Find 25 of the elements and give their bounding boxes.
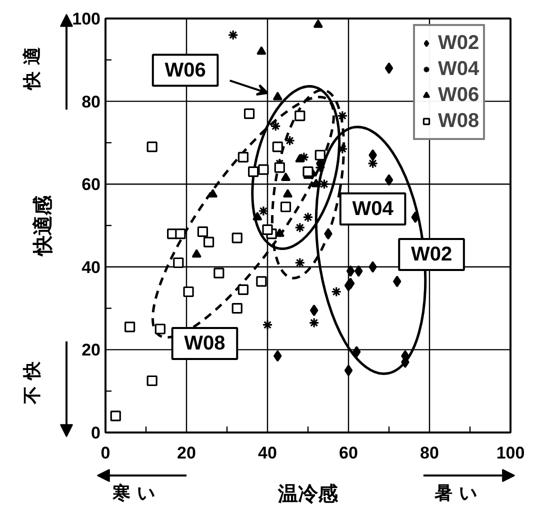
y-axis-title: 快適感 bbox=[30, 194, 54, 258]
legend-label: W02 bbox=[438, 30, 480, 56]
annotation: W06 bbox=[164, 59, 206, 82]
x-tick-label: 40 bbox=[258, 444, 277, 462]
x-tick-label: 60 bbox=[339, 444, 358, 462]
y-tick-label: 40 bbox=[82, 258, 101, 277]
y-tick-label: 0 bbox=[91, 424, 101, 442]
text: 暑 い bbox=[434, 483, 477, 504]
legend-label: W04 bbox=[438, 56, 480, 82]
y-tick-label: 60 bbox=[82, 175, 101, 194]
y-tick-label: 100 bbox=[72, 10, 101, 28]
annotation: W08 bbox=[184, 332, 226, 354]
text: 不 快 bbox=[22, 360, 43, 405]
text: 快 適 bbox=[22, 47, 43, 90]
x-tick-label: 100 bbox=[496, 444, 525, 462]
y-tick-label: 20 bbox=[82, 340, 101, 360]
annotation: W04 bbox=[352, 198, 394, 220]
legend-label: W06 bbox=[438, 82, 480, 108]
annotation: W02 bbox=[410, 243, 452, 266]
y-tick-label: 80 bbox=[82, 92, 101, 112]
x-tick-label: 80 bbox=[420, 444, 439, 462]
legend-label: W08 bbox=[438, 108, 480, 134]
text: 寒 い bbox=[112, 483, 155, 504]
x-tick-label: 20 bbox=[177, 444, 196, 462]
x-axis-title: 温冷感 bbox=[277, 482, 339, 506]
